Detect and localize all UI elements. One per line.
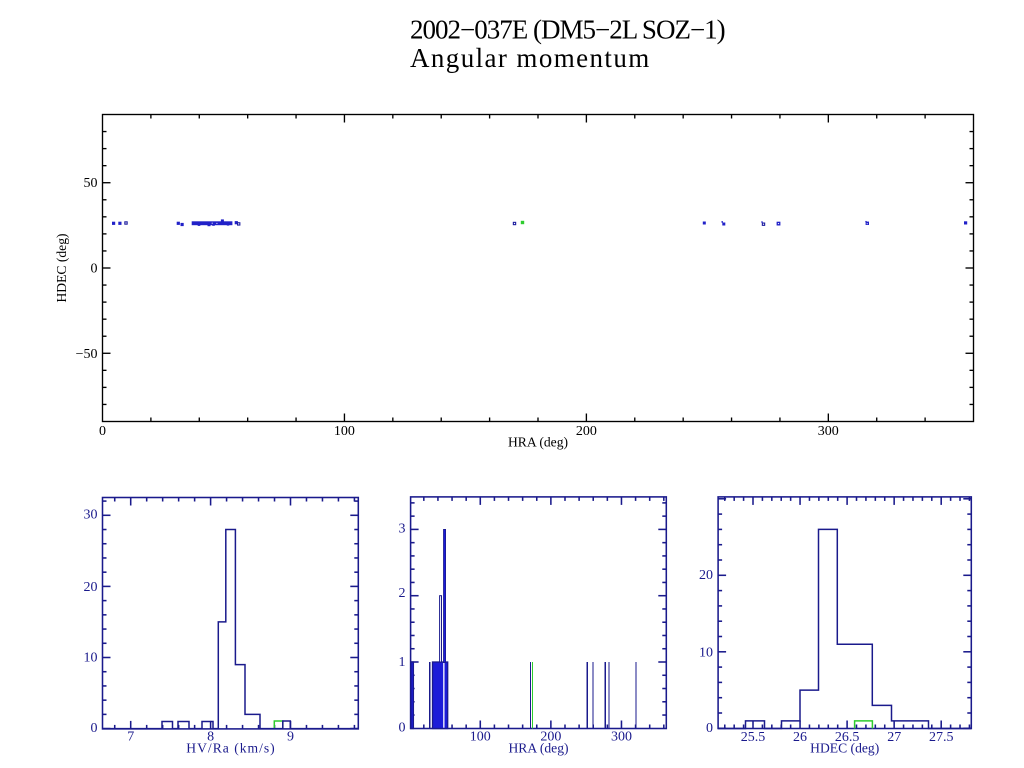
svg-text:30: 30 [84,508,98,523]
svg-text:200: 200 [576,424,597,439]
svg-text:0: 0 [91,721,98,736]
svg-text:100: 100 [470,730,491,745]
svg-text:−50: −50 [76,347,98,362]
svg-text:50: 50 [84,176,98,191]
svg-text:HRA (deg): HRA (deg) [508,435,568,451]
svg-text:7: 7 [127,730,134,745]
svg-text:HDEC (deg): HDEC (deg) [810,741,879,757]
svg-text:0: 0 [706,721,713,736]
svg-text:25.5: 25.5 [741,730,766,745]
svg-text:3: 3 [399,521,406,536]
svg-text:2002−037E (DM5−2L SOZ−1): 2002−037E (DM5−2L SOZ−1) [410,15,725,45]
svg-text:20: 20 [699,568,713,583]
svg-text:26: 26 [793,730,807,745]
svg-text:100: 100 [334,424,355,439]
svg-text:0: 0 [91,262,98,277]
svg-text:10: 10 [84,650,98,665]
svg-text:HV/Ra (km/s): HV/Ra (km/s) [186,741,275,757]
svg-text:200: 200 [540,730,561,745]
svg-text:27: 27 [887,730,901,745]
svg-text:1: 1 [399,655,406,670]
svg-text:300: 300 [818,424,839,439]
svg-text:HDEC (deg): HDEC (deg) [54,233,70,302]
svg-text:HRA (deg): HRA (deg) [508,741,568,757]
svg-text:2: 2 [399,586,406,601]
svg-text:9: 9 [287,730,294,745]
svg-text:8: 8 [207,730,214,745]
svg-text:Angular momentum: Angular momentum [410,43,651,73]
svg-text:0: 0 [399,721,406,736]
svg-text:20: 20 [84,580,98,595]
svg-text:10: 10 [699,646,713,661]
svg-text:0: 0 [99,424,106,439]
svg-text:26.5: 26.5 [835,730,860,745]
svg-text:300: 300 [611,730,632,745]
svg-text:27.5: 27.5 [929,730,954,745]
